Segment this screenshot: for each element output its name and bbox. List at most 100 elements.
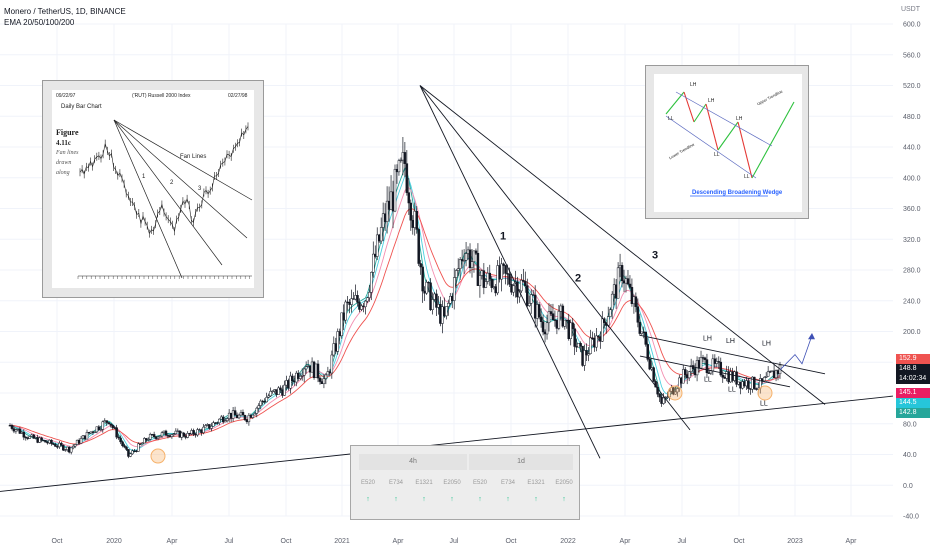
candle-body: [85, 431, 89, 440]
candle-body: [285, 380, 288, 386]
x-axis: Oct 2020 Apr Jul Oct 2021 Apr Jul Oct 2022 Apr Jul O…: [52, 538, 858, 545]
candle-body: [342, 312, 345, 321]
candle-body: [174, 430, 178, 434]
candle-body: [247, 414, 251, 423]
price-tag-ema50: 144.5: [896, 398, 930, 408]
candle-body: [385, 200, 389, 222]
candle-body: [8, 425, 12, 427]
candle-body: [277, 387, 280, 395]
candle-body: [62, 444, 65, 451]
candle-body: [176, 430, 180, 432]
candle-body: [152, 434, 156, 438]
candle-body: [235, 414, 239, 419]
candle-body: [377, 234, 381, 242]
candle-body: [220, 416, 223, 420]
candle-body: [707, 372, 711, 374]
projection-path: [779, 335, 813, 371]
candle-body: [759, 378, 762, 389]
candle-body: [218, 418, 221, 424]
candle-body: [350, 298, 353, 305]
candle-body: [314, 363, 318, 378]
candle-body: [520, 279, 523, 292]
candle-body: [275, 389, 278, 395]
bottom-circle-marker: [150, 448, 166, 464]
candle-body: [577, 343, 580, 348]
candle-body: [528, 303, 531, 307]
candle-body: [393, 168, 397, 212]
candle-body: [60, 442, 63, 446]
candle-body: [682, 369, 685, 384]
candle-body: [620, 265, 624, 281]
pivot-label: LL: [728, 386, 736, 393]
candle-body: [223, 420, 227, 423]
candle-body: [146, 439, 150, 441]
candle-body: [482, 270, 486, 288]
wedge-label-ll-2: LL: [714, 152, 720, 158]
indicator-legend[interactable]: EMA 20/50/100/200: [4, 18, 75, 27]
candle-body: [170, 434, 174, 437]
candle-body: [20, 431, 24, 434]
candle-body: [715, 361, 719, 364]
candle-body: [717, 361, 721, 363]
x-tick-label: 2020: [106, 538, 122, 545]
candle-body: [32, 434, 35, 439]
candle-body: [417, 229, 420, 264]
candle-body: [190, 430, 193, 435]
candle-body: [178, 430, 182, 438]
arrow-up-icon: ↑: [478, 496, 482, 503]
candle-body: [251, 414, 255, 418]
candle-body: [50, 439, 53, 444]
arrow-up-icon: ↑: [534, 496, 538, 503]
candle-body: [30, 434, 33, 437]
candle-body: [472, 250, 476, 262]
candle-body: [283, 384, 286, 396]
y-tick-label: -40.0: [903, 514, 919, 521]
candle-body: [478, 275, 482, 286]
candle-body: [206, 424, 209, 426]
candle-body: [685, 374, 689, 379]
candle-body: [405, 163, 409, 193]
candle-body: [541, 321, 545, 333]
candle-body: [308, 365, 312, 373]
candle-body: [636, 306, 640, 323]
candle-body: [221, 416, 225, 423]
candle-body: [474, 250, 478, 254]
ema-status-table: 4h 1d E520 E734 E1321 E2050 E520 E734 E1…: [350, 445, 580, 520]
candle-body: [83, 435, 87, 440]
candle-body: [131, 450, 134, 455]
col-e734-1d: E734: [500, 480, 515, 486]
wedge-up-leg: [665, 91, 685, 115]
candle-body: [737, 381, 740, 385]
candle-body: [610, 293, 614, 311]
tf-4h: 4h: [359, 454, 467, 470]
candle-body: [660, 396, 663, 404]
candle-body: [443, 306, 446, 317]
candle-body: [666, 396, 669, 398]
candle-body: [279, 387, 282, 391]
candle-body: [326, 371, 330, 376]
candle-body: [642, 331, 646, 333]
x-tick-label: 2022: [560, 538, 576, 545]
candle-body: [255, 407, 259, 414]
candle-body: [291, 375, 294, 381]
wedge-label-ll-3: LL: [744, 174, 750, 180]
candle-body: [123, 445, 126, 448]
col-e734-4h: E734: [388, 480, 403, 486]
candle-body: [640, 331, 644, 334]
candle-body: [547, 311, 551, 324]
wedge-lower-line: [639, 355, 791, 388]
candle-body: [693, 368, 697, 376]
candle-body: [425, 281, 428, 294]
candle-body: [561, 305, 565, 327]
candle-body: [539, 316, 543, 322]
candle-body: [273, 389, 276, 392]
candle-body: [581, 345, 584, 366]
y-tick-label: 200.0: [903, 329, 921, 336]
candle-body: [506, 273, 509, 275]
y-tick-label: 400.0: [903, 175, 921, 182]
candle-body: [154, 436, 158, 439]
inset-caption-3: along: [56, 170, 70, 176]
candle-body: [545, 322, 549, 335]
candle-body: [322, 378, 326, 385]
